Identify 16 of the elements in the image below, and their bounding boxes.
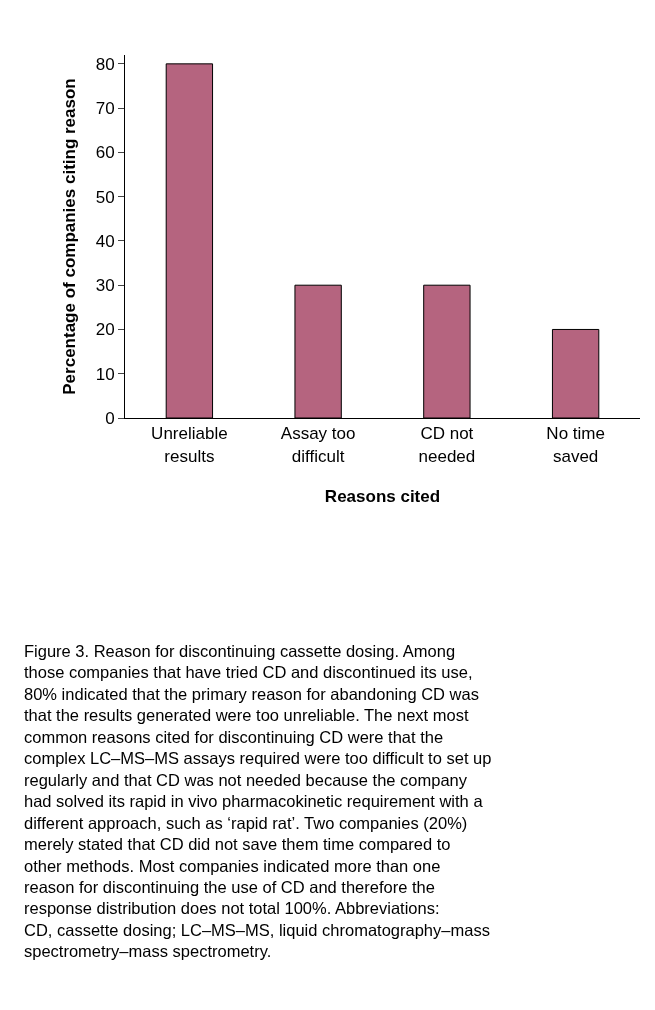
y-tick-label: 30 [95, 276, 115, 296]
y-axis-title: Percentage of companies citing reason [60, 78, 80, 395]
y-tick-label: 10 [95, 364, 115, 384]
y-tick-label: 20 [95, 320, 115, 340]
x-tick-label: Unreliable results [151, 424, 228, 466]
y-tick-label: 80 [95, 54, 115, 74]
y-tick-label: 70 [95, 99, 115, 119]
y-tick-label: 0 [105, 408, 115, 428]
x-tick-label: Assay too difficult [280, 424, 356, 466]
x-tick-label: CD not needed [418, 424, 476, 466]
x-tick-label: No time saved [546, 424, 605, 466]
text: Figure 3. Reason for discontinuing cassette dosing. Among those companies that have tried CD and discontinued its use, 80% indicated that the primary reason for abandoning CD was that the results generated were too unreliable. The next most common reasons cited for discontinuing CD were that the complex LC–MS–MS assays required were too difficult to set up regularly and that CD was not needed because the company had solved its rapid in vivo pharmacokinetic requirement with a different approach, such as ‘rapid rat’. Two companies (20%) merely stated that CD did not save them time compared to other methods. Most companies indicated more than one reason for discontinuing the use of CD and therefore the response distribution does not total 100%. Abbreviations: CD, cassette dosing; LC–MS–MS, liquid chromatography–mass spectrometry–mass spectrometry. [24, 642, 492, 961]
y-tick-label: 40 [95, 231, 115, 251]
x-axis-title: Reasons cited [324, 486, 441, 506]
y-tick-label: 50 [95, 187, 115, 207]
y-tick-label: 60 [95, 143, 115, 163]
